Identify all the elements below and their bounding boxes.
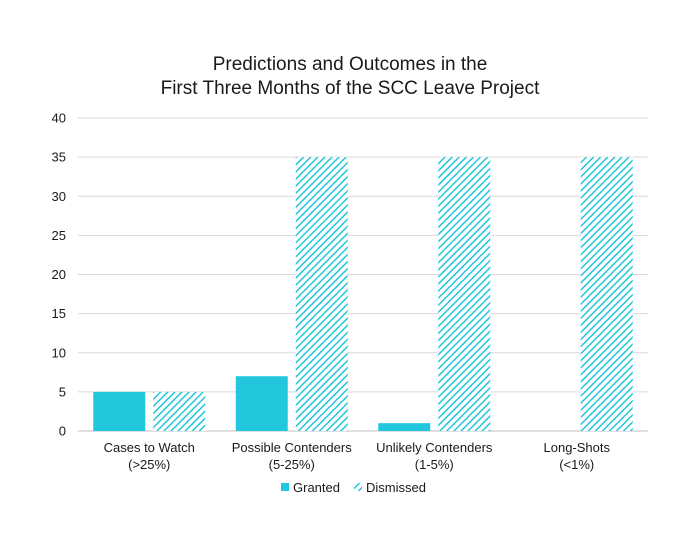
y-tick-label: 20 (52, 267, 66, 282)
legend-label-dismissed: Dismissed (366, 480, 426, 495)
legend-swatch-granted (281, 483, 289, 491)
bar-granted-2 (378, 423, 431, 431)
legend-label-granted: Granted (293, 480, 340, 495)
x-tick-label: Unlikely Contenders (376, 440, 493, 455)
x-tick-label: Possible Contenders (232, 440, 352, 455)
bar-dismissed-0 (153, 391, 206, 431)
bar-granted-0 (93, 391, 146, 431)
x-tick-label: (>25%) (128, 457, 170, 472)
chart-title-line-1: Predictions and Outcomes in the (212, 54, 488, 75)
x-tick-label: (1-5%) (415, 457, 454, 472)
y-tick-label: 15 (52, 306, 66, 321)
legend-swatch-dismissed (354, 483, 362, 491)
x-tick-label: Long-Shots (544, 440, 611, 455)
y-tick-label: 10 (52, 345, 66, 360)
y-tick-label: 5 (59, 384, 66, 399)
x-tick-label: Cases to Watch (104, 440, 195, 455)
y-tick-label: 0 (59, 424, 66, 439)
bar-dismissed-3 (580, 157, 633, 431)
x-tick-label: (5-25%) (269, 457, 315, 472)
bar-dismissed-1 (295, 157, 348, 431)
y-tick-label: 30 (52, 189, 66, 204)
x-tick-label: (<1%) (559, 457, 594, 472)
y-tick-label: 40 (52, 111, 66, 126)
y-tick-label: 35 (52, 150, 66, 165)
chart-title-line-2: First Three Months of the SCC Leave Proj… (160, 78, 540, 99)
bar-granted-1 (235, 376, 288, 431)
y-tick-label: 25 (52, 228, 66, 243)
bar-dismissed-2 (438, 157, 491, 431)
